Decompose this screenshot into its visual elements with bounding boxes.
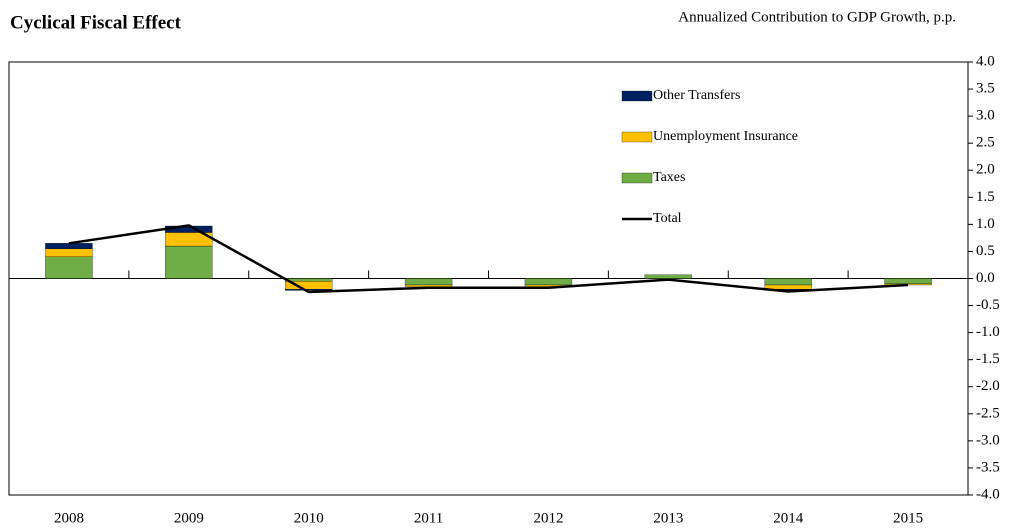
bar-segment (45, 256, 93, 279)
bar-segment (404, 278, 453, 286)
legend-swatch (621, 90, 653, 102)
bar-segment (45, 248, 93, 257)
y-tick-label: -0.5 (976, 297, 1000, 313)
y-tick-label: -4.0 (976, 486, 1000, 502)
y-tick-label: 4.0 (976, 53, 995, 69)
chart-title: Cyclical Fiscal Effect (10, 12, 182, 33)
y-tick-label: 3.0 (976, 108, 995, 124)
bar-segment (45, 243, 93, 249)
bar-segment (165, 245, 213, 279)
bar-segment (524, 278, 573, 286)
y-tick-label: -2.0 (976, 378, 1000, 394)
y-tick-label: 2.0 (976, 162, 995, 178)
legend-label: Other Transfers (653, 88, 741, 103)
y-tick-label: -3.5 (976, 459, 1000, 475)
y-tick-label: 3.5 (976, 81, 995, 97)
y-tick-label: 0.0 (976, 270, 995, 286)
legend-swatch (621, 172, 653, 184)
y-tick-label: 1.0 (976, 216, 995, 232)
y-tick-label: -3.0 (976, 432, 1000, 448)
y-tick-label: 1.5 (976, 189, 995, 205)
y-tick-label: 0.5 (976, 243, 995, 259)
x-tick-label: 2009 (174, 510, 204, 526)
x-tick-label: 2014 (773, 510, 804, 526)
x-tick-label: 2010 (294, 510, 324, 526)
x-tick-label: 2012 (533, 510, 563, 526)
legend-label: Taxes (653, 170, 685, 185)
bar-segment (404, 284, 453, 287)
x-tick-label: 2011 (414, 510, 443, 526)
x-tick-label: 2015 (893, 510, 923, 526)
bar-segment (285, 278, 333, 282)
y-tick-label: -2.5 (976, 405, 1000, 421)
legend-label: Unemployment Insurance (653, 129, 798, 144)
bar-segment (285, 289, 333, 291)
bar-segment (644, 274, 692, 279)
y-tick-label: -1.0 (976, 324, 1000, 340)
chart-subtitle: Annualized Contribution to GDP Growth, p… (678, 9, 956, 25)
total-line (68, 224, 909, 294)
bar-segment (764, 278, 812, 286)
y-tick-label: -1.5 (976, 351, 1000, 367)
legend-swatch (621, 131, 653, 143)
y-tick-label: 2.5 (976, 135, 995, 151)
x-tick-label: 2008 (54, 510, 84, 526)
legend-label: Total (653, 211, 682, 226)
x-tick-label: 2013 (653, 510, 683, 526)
bar-segment (884, 278, 932, 285)
